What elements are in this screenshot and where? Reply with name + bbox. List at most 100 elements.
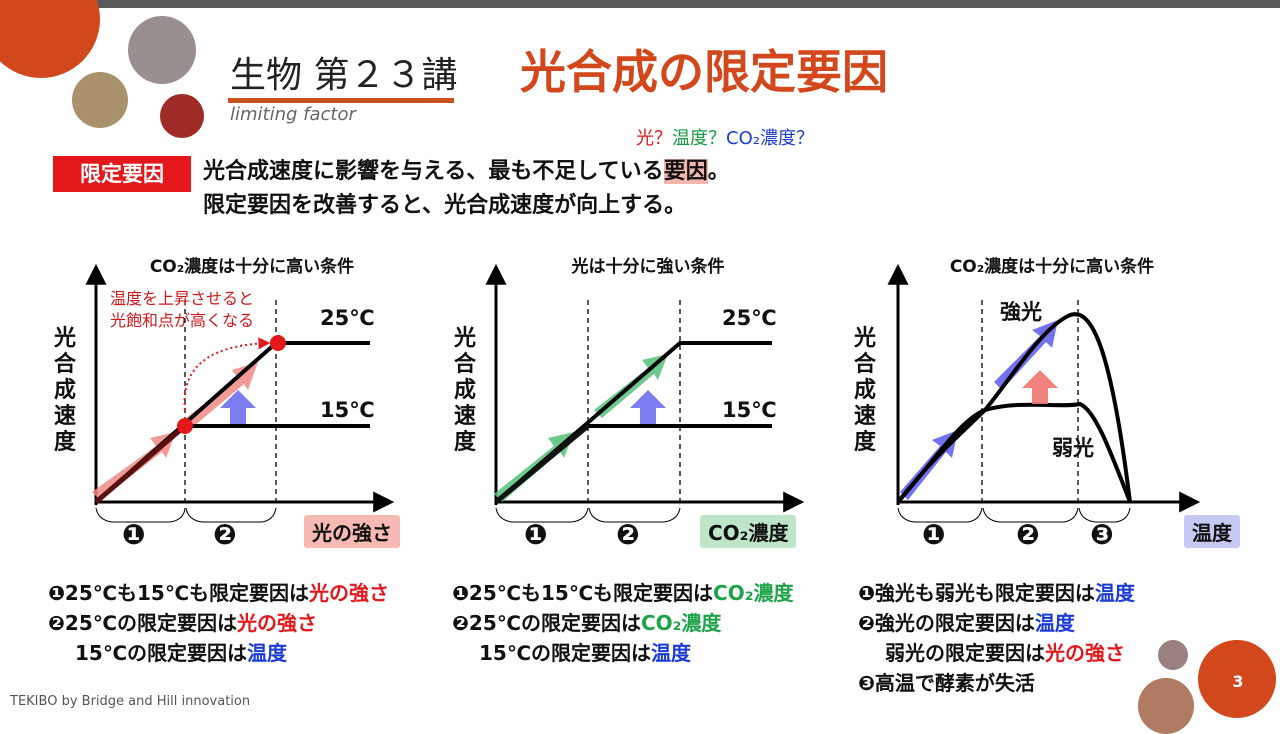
decor-circle-gray	[128, 16, 196, 84]
answer-1-1-key: 光の強さ	[309, 581, 390, 605]
panel-2-label-15c: 15℃	[722, 398, 777, 422]
panel-3-bracket-3	[1078, 507, 1131, 523]
question-co2: CO₂濃度？	[726, 128, 814, 149]
answer-1-2-key: 光の強さ	[236, 611, 317, 635]
definition-line-1: 光合成速度に影響を与える、最も不足している要因。	[203, 156, 730, 188]
panel-1-region-1: ❶	[122, 518, 146, 551]
panel-1-label-25c: 25℃	[320, 306, 375, 330]
panel-1-region-2: ❷	[213, 518, 237, 551]
panel-1-point-15c	[177, 418, 193, 434]
page-number-circle	[1198, 640, 1276, 718]
definition-text-a: 光合成速度に影響を与える、最も不足している	[203, 159, 664, 184]
panel-3-pink-up-arrow	[1022, 370, 1058, 404]
answer-3-1-text: ❶強光も弱光も限定要因は	[858, 581, 1095, 605]
page-number: 3	[1232, 672, 1244, 691]
answer-1-2-text: ❷25℃の限定要因は	[48, 611, 237, 635]
panel-2-graph	[485, 263, 805, 523]
answer-2-line-2: ❷25℃の限定要因はCO₂濃度	[452, 608, 794, 638]
panel-1-note-2: 光飽和点が高くなる	[110, 311, 255, 330]
panel-1-x-label: 光の強さ	[304, 515, 400, 548]
answer-2-line-3: 15℃の限定要因は温度	[452, 638, 794, 668]
answer-2-2-text: ❷25℃の限定要因は	[452, 611, 641, 635]
panel-1-pink-arrow-upper	[186, 362, 258, 426]
panel-3-region-2: ❷	[1016, 518, 1040, 551]
question-light: 光？	[636, 128, 672, 149]
panel-2-y-label: 光合成速度	[453, 326, 476, 455]
panel-3-bracket-2	[982, 507, 1079, 523]
panel-3-region-3: ❸	[1090, 518, 1114, 551]
panel-1-blue-up-arrow	[220, 390, 256, 424]
definition-highlight: 要因	[663, 159, 708, 184]
answer-2-3-key: 温度	[651, 641, 692, 665]
panel-1-dotted-arrow	[183, 337, 271, 411]
panel-3-curve-strong	[896, 312, 1132, 504]
panel-3-y-label: 光合成速度	[853, 326, 876, 455]
panel-2-curve-25c	[494, 341, 772, 504]
panel-3-region-1: ❶	[922, 518, 946, 551]
answer-3-line-1: ❶強光も弱光も限定要因は温度	[858, 578, 1135, 608]
panel-1-graph	[85, 263, 395, 523]
definition-badge: 限定要因	[53, 156, 191, 192]
decor-circle-tan	[72, 72, 128, 128]
panel-3-curve-weak	[896, 401, 1132, 504]
panel-1-bracket-1	[95, 507, 186, 523]
panel-3-graph	[887, 263, 1201, 523]
answer-3-line-2: ❷強光の限定要因は温度	[858, 608, 1135, 638]
answer-2-1-key: CO₂濃度	[713, 581, 794, 605]
panel-2-dark-segment	[494, 424, 590, 504]
panel-1-label-15c: 15℃	[320, 398, 375, 422]
panel-3-title: CO₂濃度は十分に高い条件	[949, 257, 1155, 277]
panel-1-y-label: 光合成速度	[53, 326, 76, 455]
answer-3-3-text: 弱光の限定要因は	[885, 641, 1045, 665]
answer-2-3-text: 15℃の限定要因は	[479, 641, 652, 665]
answer-3-line-4: ❸高温で酵素が失活	[858, 671, 1035, 695]
answers-panel-3: ❶強光も弱光も限定要因は温度 ❷強光の限定要因は温度 弱光の限定要因は光の強さ …	[858, 578, 1135, 698]
panel-1-note-1: 温度を上昇させると	[110, 289, 255, 308]
answer-2-line-1: ❶25℃も15℃も限定要因はCO₂濃度	[452, 578, 794, 608]
subtitle: limiting factor	[230, 104, 356, 125]
answer-3-line-3: 弱光の限定要因は光の強さ	[858, 638, 1135, 668]
panel-3-bracket-1	[897, 507, 983, 523]
panel-1-point-25c	[270, 335, 286, 351]
answer-1-3-text: 15℃の限定要因は	[75, 641, 248, 665]
panel-2-region-2: ❷	[616, 518, 640, 551]
panel-3-x-label: 温度	[1184, 515, 1240, 548]
page-title: 光合成の限定要因	[520, 45, 888, 99]
title-underline	[228, 98, 454, 103]
panel-2-label-25c: 25℃	[722, 306, 777, 330]
answer-3-1-key: 温度	[1094, 581, 1135, 605]
panel-2-region-1: ❶	[524, 518, 548, 551]
answer-3-2-key: 温度	[1034, 611, 1075, 635]
footer-credit: TEKIBO by Bridge and Hill innovation	[10, 694, 251, 709]
answers-panel-1: ❶25℃も15℃も限定要因は光の強さ ❷25℃の限定要因は光の強さ 15℃の限定…	[48, 578, 389, 668]
definition-line-2: 限定要因を改善すると、光合成速度が向上する。	[203, 193, 687, 218]
panel-2-bracket-2	[588, 507, 681, 523]
answers-panel-2: ❶25℃も15℃も限定要因はCO₂濃度 ❷25℃の限定要因はCO₂濃度 15℃の…	[452, 578, 794, 668]
panel-1-dark-segment	[94, 424, 187, 504]
panel-3-label-strong: 強光	[1000, 300, 1042, 324]
decor-circle-small	[1158, 640, 1188, 670]
answer-1-3-key: 温度	[247, 641, 288, 665]
panel-2-title: 光は十分に強い条件	[571, 257, 725, 277]
answer-1-line-1: ❶25℃も15℃も限定要因は光の強さ	[48, 578, 389, 608]
decor-circle-bottom	[1138, 678, 1194, 734]
question-line: 光？温度？CO₂濃度？	[636, 124, 814, 150]
panel-2-x-label: CO₂濃度	[700, 515, 797, 548]
answer-3-2-text: ❷強光の限定要因は	[858, 611, 1035, 635]
panel-1-bracket-2	[185, 507, 277, 523]
panel-2-blue-up-arrow	[630, 390, 666, 424]
definition-text-b: 。	[707, 159, 730, 184]
top-bar	[0, 0, 1280, 8]
title-area: 生物 第２３講 光合成の限定要因	[230, 36, 990, 106]
panel-3-label-weak: 弱光	[1052, 436, 1094, 460]
answer-1-line-3: 15℃の限定要因は温度	[48, 638, 389, 668]
decor-circle-darkred	[160, 94, 204, 138]
answer-1-line-2: ❷25℃の限定要因は光の強さ	[48, 608, 389, 638]
panel-2-bracket-1	[495, 507, 589, 523]
question-temp: 温度？	[672, 128, 726, 149]
answer-3-3-key: 光の強さ	[1045, 641, 1125, 665]
panel-1-title: CO₂濃度は十分に高い条件	[149, 257, 355, 277]
answer-1-1-text: ❶25℃も15℃も限定要因は	[48, 581, 310, 605]
answer-2-2-key: CO₂濃度	[640, 611, 722, 635]
